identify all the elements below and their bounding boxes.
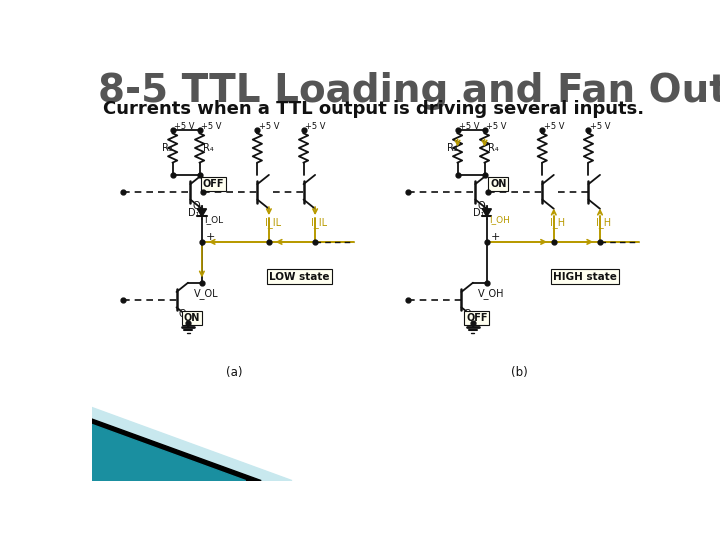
Polygon shape [92,419,261,481]
Text: +5 V: +5 V [201,122,222,131]
Text: Q₃: Q₃ [193,201,204,211]
Text: R₂: R₂ [162,143,173,153]
Text: +5 V: +5 V [259,122,279,131]
Text: +5 V: +5 V [305,122,325,131]
Text: +: + [206,232,215,241]
Text: D₁: D₁ [188,208,199,218]
Text: (a): (a) [226,366,243,379]
Polygon shape [92,424,246,481]
Text: R₂: R₂ [447,143,457,153]
Polygon shape [197,209,207,217]
Text: I_H: I_H [596,217,611,228]
Text: 8-5 TTL Loading and Fan Out: 8-5 TTL Loading and Fan Out [98,72,720,111]
Text: +5 V: +5 V [459,122,480,131]
Text: OFF: OFF [466,313,487,323]
Text: I_IL: I_IL [265,217,282,228]
Text: I_IL: I_IL [311,217,328,228]
Text: V_OH: V_OH [478,288,505,299]
Text: D₁: D₁ [473,208,485,218]
Text: +5 V: +5 V [544,122,564,131]
Text: +5 V: +5 V [590,122,611,131]
Text: OFF: OFF [203,179,224,189]
Text: I_OH: I_OH [489,215,510,224]
Text: R₄: R₄ [487,143,498,153]
Polygon shape [92,408,292,481]
Text: HIGH state: HIGH state [553,272,616,281]
Text: R₄: R₄ [203,143,213,153]
Text: Q₄: Q₄ [179,308,190,319]
Text: +: + [490,232,500,241]
Text: (b): (b) [510,366,528,379]
Polygon shape [482,209,492,217]
Text: +5 V: +5 V [486,122,507,131]
Text: Currents when a TTL output is driving several inputs.: Currents when a TTL output is driving se… [102,100,644,118]
Text: LOW state: LOW state [269,272,330,281]
Text: ON: ON [490,179,507,189]
Text: I_H: I_H [550,217,565,228]
Text: V_OL: V_OL [194,288,218,299]
Text: Q₄: Q₄ [464,308,475,319]
Text: +5 V: +5 V [174,122,194,131]
Text: I_OL: I_OL [204,215,223,224]
Text: ON: ON [184,313,200,323]
Text: Q₃: Q₃ [477,201,489,211]
